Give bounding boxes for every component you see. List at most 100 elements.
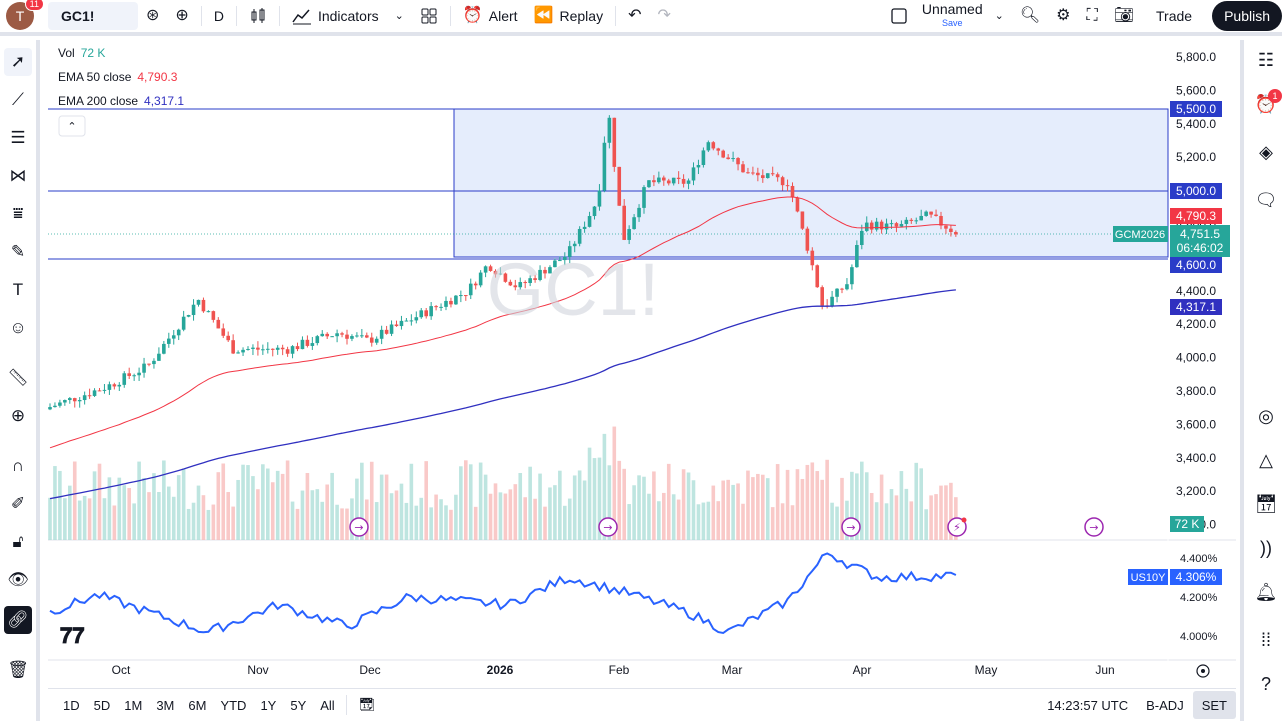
ema200-line[interactable] xyxy=(49,289,956,500)
date-range-button[interactable]: 📆︎ xyxy=(351,697,384,713)
calendar-button[interactable]: 📅︎ xyxy=(1250,488,1282,520)
legend-ema200[interactable]: EMA 200 close 4,317.1 xyxy=(58,94,184,108)
candle-body xyxy=(904,219,909,224)
range-all[interactable]: All xyxy=(320,697,335,713)
clock[interactable]: 14:23:57 UTC xyxy=(1047,697,1129,713)
indicators-button[interactable]: Indicators ⌄ xyxy=(284,0,412,32)
range-3m[interactable]: 3M xyxy=(156,697,175,713)
zoom-tool[interactable]: ⊕ xyxy=(4,402,32,430)
earnings-event-marker[interactable]: ⚡ xyxy=(947,517,967,537)
time-axis[interactable]: Oct Nov Dec 2026 Feb Mar Apr May Jun xyxy=(112,663,1115,677)
legend-ema50[interactable]: EMA 50 close 4,790.3 xyxy=(58,70,177,84)
range-5d[interactable]: 5D xyxy=(93,697,111,713)
magnet-tool[interactable]: ∩ xyxy=(4,452,32,480)
settings-button[interactable]: ⚙︎ xyxy=(1048,0,1078,32)
chat-button[interactable]: 🗨︎ xyxy=(1250,184,1282,216)
candle-body xyxy=(152,360,156,365)
watchlist-button[interactable]: ☷ xyxy=(1250,44,1282,76)
cursor-tool[interactable]: ➚ xyxy=(4,48,32,76)
volume-bar xyxy=(211,504,216,540)
collapse-legend-button[interactable]: ⌃ xyxy=(58,115,86,137)
ema50-line[interactable] xyxy=(49,196,956,449)
publish-button[interactable]: Publish xyxy=(1212,1,1282,31)
candle-body xyxy=(929,211,933,215)
candle-body xyxy=(523,282,527,284)
us10y-line[interactable] xyxy=(49,552,957,635)
user-avatar[interactable]: T 11 xyxy=(6,0,44,30)
emoji-tool[interactable]: ☺ xyxy=(4,314,32,342)
help-button[interactable]: ? xyxy=(1250,668,1282,700)
candle-body xyxy=(770,173,775,175)
candle-body xyxy=(206,311,211,313)
pattern-tool[interactable]: ⋈ xyxy=(4,162,32,190)
symbol-search-button[interactable]: GC1! xyxy=(48,2,138,30)
object-tree-button[interactable]: ◈ xyxy=(1250,136,1282,168)
legend-volume[interactable]: Vol 72 K xyxy=(58,46,105,60)
chart-area[interactable]: GC1! → → → ⚡ → 𝟕𝟕 5,800.0 5,600.0 5,400.0 5… xyxy=(48,40,1236,685)
layout-button[interactable]: Unnamed Save ⌄ xyxy=(882,0,1012,32)
range-5y[interactable]: 5Y xyxy=(290,697,307,713)
snapshot-button[interactable]: 📷︎ xyxy=(1106,0,1142,32)
volume-bar xyxy=(241,464,245,540)
trend-line-tool[interactable]: ⟋ xyxy=(4,86,32,114)
alert-button[interactable]: ⏰ Alert xyxy=(455,0,526,32)
volume-bar xyxy=(934,494,938,540)
stay-drawing-tool[interactable]: ✐ xyxy=(4,490,32,518)
candle-body xyxy=(77,400,82,402)
symbol-info-icon[interactable]: ⊛ xyxy=(146,7,160,24)
ruler-tool[interactable]: 📏︎ xyxy=(4,364,32,392)
brush-tool[interactable]: ✎ xyxy=(4,238,32,266)
event-marker[interactable]: → xyxy=(841,517,861,537)
adjustment-toggle[interactable]: B-ADJ xyxy=(1146,697,1184,713)
volume-bar xyxy=(518,473,523,540)
zone-rectangle[interactable] xyxy=(453,108,1169,258)
range-1y[interactable]: 1Y xyxy=(260,697,277,713)
trade-button[interactable]: Trade xyxy=(1142,2,1206,30)
fullscreen-button[interactable]: ⛶ xyxy=(1079,0,1106,32)
fib-tool[interactable]: ☰ xyxy=(4,124,32,152)
volume-bar xyxy=(879,474,884,540)
range-1d[interactable]: 1D xyxy=(63,697,80,713)
remove-tool[interactable]: 🗑︎ xyxy=(4,656,32,684)
quick-search-button[interactable]: 🔍︎ xyxy=(1012,0,1048,32)
volume-bar xyxy=(102,498,107,540)
event-marker[interactable]: → xyxy=(1084,517,1104,537)
replay-button[interactable]: ⏪ Replay xyxy=(526,0,612,32)
event-marker[interactable]: → xyxy=(349,517,369,537)
time-axis-settings-icon[interactable] xyxy=(1196,664,1210,678)
candle-body xyxy=(350,336,354,339)
svg-text:⌃: ⌃ xyxy=(67,120,76,133)
text-tool[interactable]: T xyxy=(4,276,32,304)
volume-bar xyxy=(63,498,67,540)
notifications-button[interactable]: 🔔︎ xyxy=(1250,576,1282,608)
indicator-axis[interactable]: 4.400% 4.200% 4.000% xyxy=(1180,553,1218,643)
event-marker[interactable]: → xyxy=(598,517,618,537)
range-6m[interactable]: 6M xyxy=(188,697,207,713)
volume-bar xyxy=(835,506,839,540)
range-1m[interactable]: 1M xyxy=(124,697,143,713)
session-toggle[interactable]: SET xyxy=(1192,691,1236,719)
tradingview-logo: 𝟕𝟕 xyxy=(60,623,85,648)
redo-button[interactable]: ↷ xyxy=(650,0,679,32)
streams-button[interactable]: )) xyxy=(1250,532,1282,564)
interval-button[interactable]: D xyxy=(206,0,232,32)
lock-tool[interactable]: 🔓︎ xyxy=(4,528,32,556)
apps-button[interactable]: ⁞⁞ xyxy=(1250,624,1282,656)
forecast-tool[interactable]: ⩸ xyxy=(4,200,32,228)
price-axis[interactable]: 5,800.05,600.05,400.05,200.05,000.04,800… xyxy=(1176,50,1216,532)
volume-bar xyxy=(345,508,349,540)
vol-value: 72 K xyxy=(80,46,106,60)
target-button[interactable]: ◎ xyxy=(1250,400,1282,432)
range-ytd[interactable]: YTD xyxy=(220,697,247,713)
chart-canvas[interactable]: GC1! → → → ⚡ → 𝟕𝟕 5,800.05,600.05,400.05… xyxy=(48,40,1236,685)
compare-symbol-button[interactable]: ⊕ xyxy=(167,0,196,32)
hide-tool[interactable]: 👁︎ xyxy=(4,566,32,594)
candle-body xyxy=(186,315,191,317)
templates-button[interactable] xyxy=(412,0,446,32)
alerts-button[interactable]: ⏰ 1 xyxy=(1250,88,1282,120)
volume-bar xyxy=(325,484,329,540)
sync-drawings-tool[interactable]: 🔗︎ xyxy=(4,606,32,634)
ideas-button[interactable]: △ xyxy=(1250,444,1282,476)
chart-type-button[interactable] xyxy=(241,0,275,32)
undo-button[interactable]: ↶ xyxy=(620,0,649,32)
